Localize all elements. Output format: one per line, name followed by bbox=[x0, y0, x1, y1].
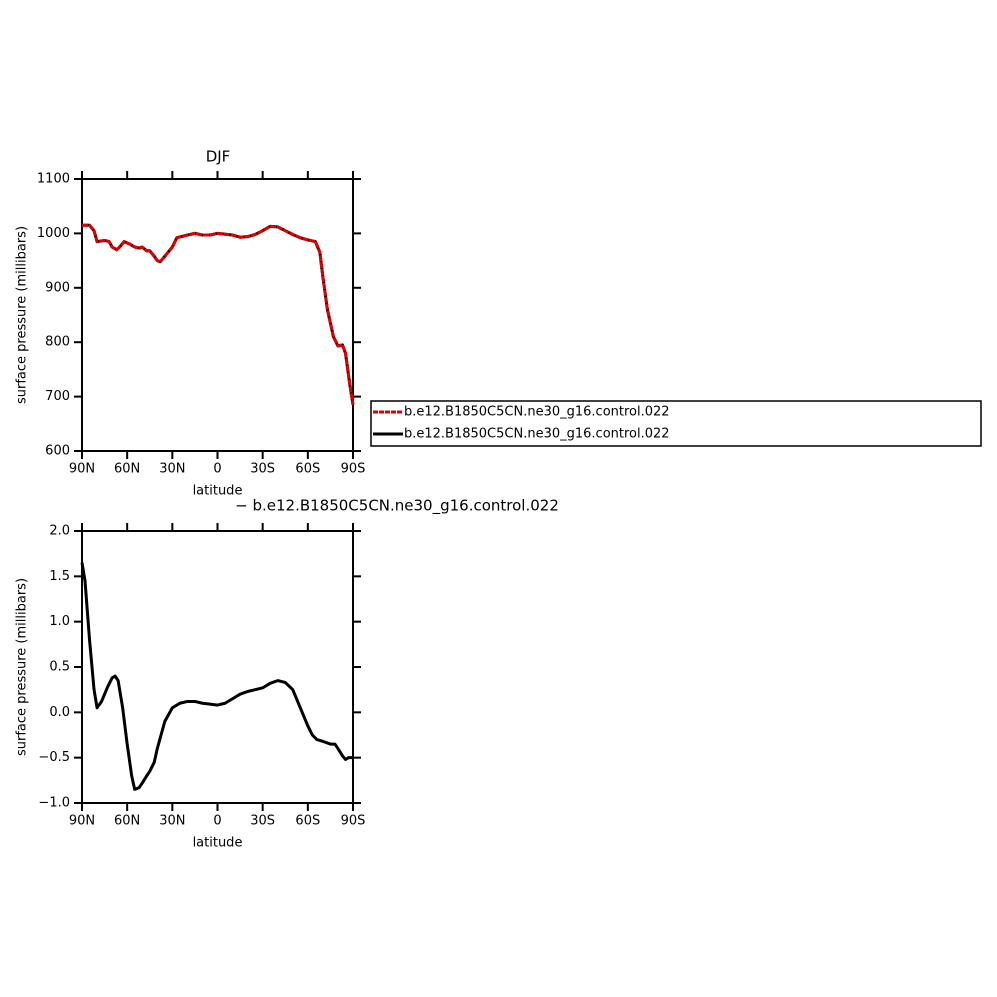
x-tick-label: 90S bbox=[341, 462, 366, 477]
chart-title: DJF bbox=[206, 148, 231, 166]
x-tick-label: 60N bbox=[114, 462, 140, 477]
y-tick-label: 1000 bbox=[37, 226, 70, 241]
x-tick-label: 30N bbox=[159, 462, 185, 477]
legend-label: b.e12.B1850C5CN.ne30_g16.control.022 bbox=[404, 405, 670, 420]
x-axis-label: latitude bbox=[193, 484, 243, 499]
y-tick-label: 2.0 bbox=[49, 524, 70, 539]
y-tick-label: −1.0 bbox=[38, 796, 70, 811]
legend-box bbox=[370, 400, 982, 447]
x-tick-label: 60S bbox=[295, 814, 320, 829]
y-axis-label: surface pressure (millibars) bbox=[15, 578, 30, 756]
plot-frame bbox=[81, 178, 354, 452]
x-tick-label: 90N bbox=[69, 814, 95, 829]
x-tick-label: 60S bbox=[295, 462, 320, 477]
y-tick-label: −0.5 bbox=[38, 750, 70, 765]
y-axis-label: surface pressure (millibars) bbox=[15, 226, 30, 404]
x-tick-label: 0 bbox=[213, 462, 221, 477]
y-tick-label: 1.5 bbox=[49, 569, 70, 584]
x-tick-label: 60N bbox=[114, 814, 140, 829]
data-line bbox=[82, 223, 355, 405]
x-tick-label: 0 bbox=[213, 814, 221, 829]
y-tick-label: 900 bbox=[45, 280, 70, 295]
y-tick-label: 800 bbox=[45, 335, 70, 350]
y-tick-label: 0.5 bbox=[49, 660, 70, 675]
y-tick-label: 0.0 bbox=[49, 705, 70, 720]
data-line bbox=[82, 223, 355, 405]
x-tick-label: 90S bbox=[341, 814, 366, 829]
y-tick-label: 600 bbox=[45, 444, 70, 459]
x-tick-label: 30S bbox=[250, 462, 275, 477]
x-tick-label: 30N bbox=[159, 814, 185, 829]
chart-title: − b.e12.B1850C5CN.ne30_g16.control.022 bbox=[235, 497, 559, 516]
x-tick-label: 90N bbox=[69, 462, 95, 477]
y-tick-label: 1100 bbox=[37, 172, 70, 187]
y-tick-label: 1.0 bbox=[49, 614, 70, 629]
plot-frame bbox=[81, 530, 354, 804]
x-tick-label: 30S bbox=[250, 814, 275, 829]
y-tick-label: 700 bbox=[45, 389, 70, 404]
x-axis-label: latitude bbox=[193, 836, 243, 851]
data-line bbox=[80, 562, 353, 791]
legend-label: b.e12.B1850C5CN.ne30_g16.control.022 bbox=[404, 427, 670, 442]
